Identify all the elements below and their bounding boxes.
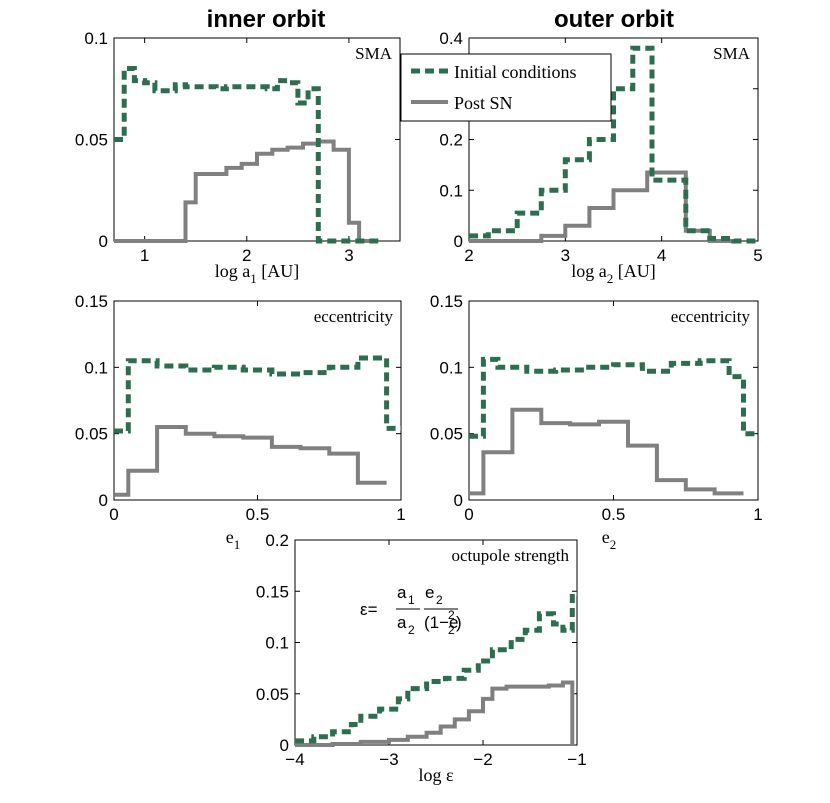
legend: Initial conditions Post SN [400, 53, 612, 122]
panel-label: eccentricity [314, 307, 394, 326]
axes-frame [113, 37, 401, 242]
x-tick-label: 2 [464, 246, 473, 265]
x-tick-label: 4 [657, 246, 666, 265]
series-initial-conditions [469, 45, 758, 244]
panel-label: eccentricity [671, 307, 751, 326]
eq-d2close: ) [456, 613, 462, 632]
eq-d1sub: 2 [408, 623, 415, 637]
x-tick-label: −4 [285, 750, 304, 769]
axes-frame [294, 539, 578, 746]
panel-sma-inner: 1 2 3 0 0.05 0.1 SMA log a1 [AU] [75, 29, 401, 286]
panel-ecc-outer: 0 0.5 1 0 0.05 0.1 0.15 eccentricity e2 [430, 292, 763, 552]
y-tick-label: 0.2 [265, 531, 289, 550]
x-axis-label: e2 [602, 527, 617, 552]
x-axis-label: log ε [418, 765, 454, 785]
eq-lhs: ε= [360, 600, 378, 619]
y-tick-label: 0.2 [439, 131, 463, 150]
y-tick-label: 0 [454, 232, 463, 251]
x-tick-label: 0.5 [246, 505, 270, 524]
y-tick-label: 0.15 [75, 292, 108, 311]
series-initial-conditions [114, 355, 401, 434]
legend-initial-label: Initial conditions [454, 62, 576, 82]
x-tick-label: 0 [464, 505, 473, 524]
series-initial-conditions [469, 356, 758, 439]
x-tick-label: 1 [396, 505, 405, 524]
axes-frame [468, 300, 759, 501]
y-tick-label: 0.15 [430, 292, 463, 311]
y-tick-label: 0.1 [439, 358, 463, 377]
series-initial-conditions [114, 66, 380, 244]
x-tick-label: 1 [140, 246, 149, 265]
legend-post-label: Post SN [454, 93, 513, 113]
x-tick-label: 3 [344, 246, 353, 265]
outer-orbit-title: outer orbit [554, 6, 674, 33]
x-tick-label: 0.5 [602, 505, 626, 524]
x-tick-label: 1 [753, 505, 762, 524]
series-post-sn [469, 170, 734, 243]
x-tick-label: −1 [567, 750, 586, 769]
x-tick-label: 5 [753, 246, 762, 265]
x-tick-label: −3 [379, 750, 398, 769]
series-post-sn [114, 139, 375, 243]
x-tick-label: −2 [473, 750, 492, 769]
eq-d1: a [397, 613, 407, 632]
series-initial-conditions [295, 590, 577, 744]
x-axis-label: e1 [226, 527, 241, 552]
eq-n2: e [425, 583, 434, 602]
y-tick-label: 0.1 [84, 29, 108, 48]
eq-d2: (1−e [424, 613, 459, 632]
y-tick-label: 0 [99, 491, 108, 510]
octupole-equation: ε= a 1 e 2 a 2 (1−e 2 2 ) [360, 583, 462, 637]
panel-label: SMA [355, 44, 393, 63]
panel-octupole: −4 −3 −2 −1 0 0.05 0.1 0.15 0.2 octupole strength… [256, 531, 587, 785]
eq-d2sup: 2 [448, 608, 455, 622]
y-tick-label: 0 [280, 736, 289, 755]
y-tick-label: 0.05 [256, 685, 289, 704]
y-tick-label: 0.05 [75, 131, 108, 150]
y-tick-label: 0.1 [439, 181, 463, 200]
eq-n1sub: 1 [408, 593, 415, 607]
x-axis-label: log a1 [AU] [215, 261, 300, 286]
y-tick-label: 0.1 [265, 634, 289, 653]
y-tick-label: 0 [454, 491, 463, 510]
x-axis-label: log a2 [AU] [571, 261, 656, 286]
y-tick-label: 0.05 [75, 425, 108, 444]
y-tick-label: 0.1 [84, 358, 108, 377]
y-tick-label: 0.15 [256, 582, 289, 601]
x-tick-label: 2 [242, 246, 251, 265]
x-tick-label: 3 [561, 246, 570, 265]
series-post-sn [114, 425, 387, 497]
series-post-sn [469, 407, 744, 496]
panel-ecc-inner: 0 0.5 1 0 0.05 0.1 0.15 eccentricity e1 [75, 292, 406, 552]
inner-orbit-title: inner orbit [207, 6, 326, 33]
eq-d2sub: 2 [448, 623, 455, 637]
eq-n2sub: 2 [436, 593, 443, 607]
y-tick-label: 0 [99, 232, 108, 251]
panel-label: SMA [713, 44, 751, 63]
panel-label: octupole strength [451, 546, 569, 565]
y-tick-label: 0.05 [430, 425, 463, 444]
x-tick-label: 0 [109, 505, 118, 524]
series-post-sn [295, 680, 575, 747]
eq-n1: a [397, 583, 407, 602]
y-tick-label: 0.4 [439, 29, 463, 48]
